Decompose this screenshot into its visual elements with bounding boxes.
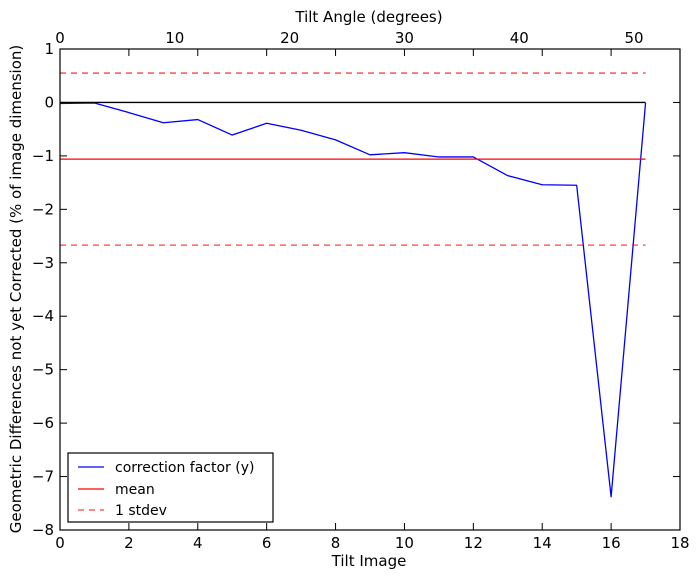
x-tick-label: 12 — [464, 534, 483, 552]
x-tick-label: 10 — [395, 534, 414, 552]
top-tick-label: 50 — [625, 29, 644, 47]
x-axis-title: Tilt Image — [331, 552, 407, 570]
y-tick-label: −1 — [32, 147, 54, 165]
top-tick-label: 0 — [55, 29, 65, 47]
y-axis-title: Geometric Differences not yet Corrected … — [7, 45, 25, 534]
x-tick-label: 8 — [331, 534, 341, 552]
legend: correction factor (y) mean 1 stdev — [67, 452, 274, 523]
x-tick-label: 4 — [193, 534, 203, 552]
y-tick-label: −4 — [32, 307, 54, 325]
plot-content — [59, 72, 647, 498]
x-tick-label: 0 — [55, 534, 65, 552]
top-tick-label: 10 — [165, 29, 184, 47]
top-tick-label: 40 — [510, 29, 529, 47]
legend-label-mean: mean — [115, 482, 155, 498]
x-tick-label: 14 — [533, 534, 552, 552]
series-correction-factor-y — [59, 102, 647, 498]
x-tick-label: 16 — [602, 534, 621, 552]
top-tick-label: 20 — [280, 29, 299, 47]
y-tick-label: −6 — [32, 414, 54, 432]
x-tick-label: 6 — [262, 534, 272, 552]
y-tick-label: −7 — [32, 468, 54, 486]
legend-label-stdev: 1 stdev — [115, 503, 167, 519]
top-axis-title: Tilt Angle (degrees) — [294, 8, 442, 26]
y-tick-label: 0 — [44, 93, 54, 111]
top-tick-label: 30 — [395, 29, 414, 47]
y-tick-label: −8 — [32, 521, 54, 539]
x-tick-label: 2 — [124, 534, 134, 552]
y-tick-label: −3 — [32, 254, 54, 272]
x-tick-label: 18 — [670, 534, 689, 552]
y-tick-label: 1 — [44, 40, 54, 58]
y-tick-label: −2 — [32, 200, 54, 218]
axes-layer: 0 2 4 6 8 10 12 14 16 180 10 20 30 40 5010−1−2−3−4−5−6… — [32, 29, 690, 552]
y-tick-label: −5 — [32, 361, 54, 379]
legend-label-correction-factor: correction factor (y) — [115, 460, 254, 476]
plot-frame — [59, 48, 681, 531]
